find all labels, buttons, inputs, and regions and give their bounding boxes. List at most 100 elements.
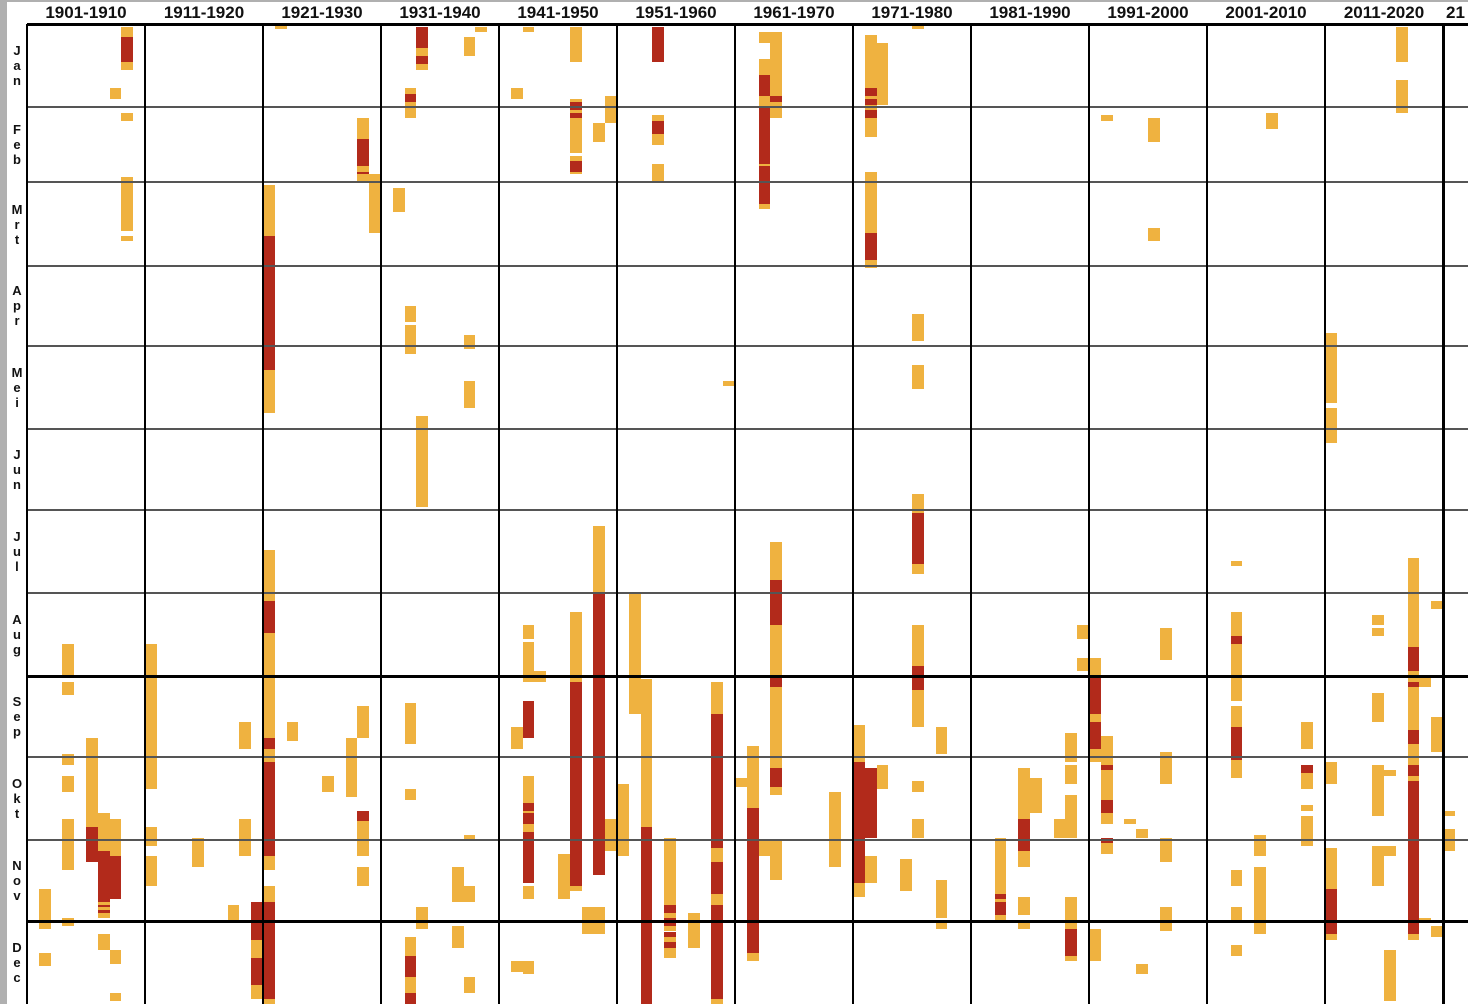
event-bar-segment — [1301, 773, 1314, 790]
event-bar-segment — [569, 155, 582, 161]
decade-label: 1951-1960 — [635, 3, 717, 22]
event-bar-segment — [121, 37, 134, 62]
event-bar-segment — [912, 493, 924, 513]
event-bar-segment — [522, 802, 535, 811]
event-bar-segment — [723, 381, 735, 387]
event-bar-segment — [463, 885, 476, 902]
month-label: N o v — [12, 857, 22, 903]
event-bar-segment — [97, 813, 110, 851]
event-bar-segment — [1077, 625, 1089, 639]
event-bar-segment — [263, 370, 275, 414]
event-bar-segment — [1395, 26, 1408, 62]
event-bar-segment — [770, 96, 783, 102]
event-bar-segment — [121, 177, 134, 231]
event-bar-segment — [569, 612, 582, 682]
event-bar-segment — [864, 109, 877, 118]
month-gridline — [27, 264, 1468, 267]
event-bar-segment — [263, 185, 275, 237]
event-bar-segment — [1100, 813, 1113, 825]
event-bar-segment — [569, 160, 582, 172]
event-bar-segment — [1230, 644, 1243, 701]
event-bar-segment — [864, 96, 877, 100]
event-bar-segment — [770, 579, 783, 626]
decade-label: 1901-1910 — [45, 3, 127, 22]
month-label: M r t — [11, 201, 23, 247]
event-bar-segment — [463, 381, 476, 408]
decade-label: 1931-1940 — [399, 3, 481, 22]
event-bar-segment — [451, 926, 464, 948]
event-bar-segment — [1443, 810, 1455, 817]
event-bar-segment — [1136, 963, 1148, 975]
event-bar-segment — [1384, 845, 1396, 857]
month-label: D e c — [12, 939, 22, 985]
month-label: A u g — [12, 612, 22, 658]
event-bar-segment — [770, 786, 783, 795]
event-bar-segment — [935, 727, 948, 755]
event-bar-segment — [86, 826, 98, 862]
event-bar-segment — [912, 364, 924, 390]
event-bar-segment — [1159, 751, 1172, 784]
month-gridline — [27, 181, 1468, 184]
event-bar-segment — [145, 856, 157, 886]
event-bar-segment — [900, 859, 912, 892]
event-bar-segment — [864, 233, 877, 261]
event-bar-segment — [652, 120, 665, 135]
event-bar-segment — [145, 644, 157, 790]
event-bar-segment — [1372, 845, 1384, 886]
event-bar-segment — [758, 75, 771, 97]
event-bar-segment — [404, 993, 417, 1004]
event-bar-segment — [746, 808, 759, 953]
event-bar-segment — [510, 727, 523, 749]
event-bar-segment — [640, 826, 653, 1004]
event-bar-segment — [569, 171, 582, 175]
event-bar-segment — [912, 313, 924, 341]
event-bar-segment — [109, 818, 122, 857]
event-bar-segment — [416, 56, 429, 65]
event-bar-segment — [735, 778, 747, 787]
event-bar-segment — [1230, 944, 1243, 956]
event-bar-segment — [569, 26, 582, 62]
event-bar-segment — [994, 901, 1007, 916]
event-bar-segment — [770, 676, 783, 688]
event-bar-segment — [853, 724, 865, 763]
event-bar-segment — [1100, 842, 1113, 854]
event-bar-segment — [1077, 657, 1089, 672]
event-bar-segment — [711, 681, 724, 715]
event-bar-segment — [864, 88, 877, 97]
event-bar-segment — [853, 883, 865, 897]
event-bar-segment — [86, 738, 98, 827]
event-bar-segment — [652, 163, 665, 183]
event-bar-segment — [912, 818, 924, 838]
event-bar-segment — [1407, 730, 1420, 744]
decade-label: 2011-2020 — [1343, 3, 1425, 22]
decade-label: 1961-1970 — [753, 3, 835, 22]
event-bar-segment — [1065, 765, 1078, 784]
event-bar-segment — [1325, 407, 1337, 443]
event-bar-segment — [109, 993, 122, 1002]
event-bar-segment — [451, 867, 464, 902]
month-gridline — [27, 592, 1468, 595]
event-bar-segment — [1018, 818, 1030, 851]
event-bar-segment — [864, 856, 877, 884]
event-bar-segment — [263, 550, 275, 602]
decade-label: 21 — [1446, 3, 1465, 22]
event-bar-segment — [62, 818, 75, 870]
event-bar-segment — [935, 880, 948, 919]
event-bar-segment — [369, 174, 381, 234]
month-label: J u l — [13, 529, 21, 575]
event-bar-segment — [239, 722, 252, 749]
event-bar-segment — [416, 907, 429, 929]
event-bar-segment — [274, 24, 287, 30]
event-bar-segment — [1372, 692, 1384, 723]
event-bar-segment — [664, 912, 676, 919]
event-bar-segment — [357, 821, 370, 857]
event-bar-segment — [1431, 716, 1443, 752]
event-bar-segment — [758, 166, 771, 204]
event-bar-segment — [1266, 112, 1278, 129]
event-bar-segment — [1407, 646, 1420, 672]
event-bar-segment — [192, 837, 204, 868]
event-bar-segment — [1230, 727, 1243, 760]
event-bar-segment — [404, 936, 417, 956]
event-bar-segment — [263, 748, 275, 763]
event-bar-segment — [97, 910, 110, 913]
